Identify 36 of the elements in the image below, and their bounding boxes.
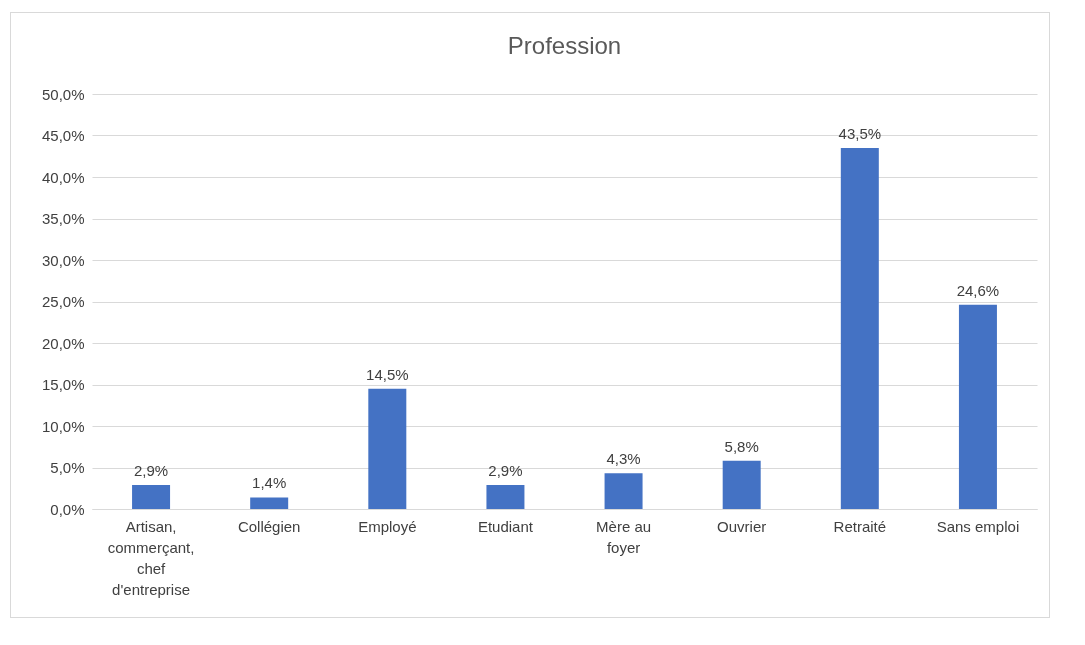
- bar: [722, 460, 761, 509]
- y-tick-label: 0,0%: [50, 500, 85, 518]
- bar: [132, 484, 171, 509]
- x-tick-label: Etudiant: [477, 517, 534, 535]
- y-tick-label: 35,0%: [41, 210, 85, 227]
- y-tick-label: 40,0%: [41, 168, 85, 186]
- data-label: 5,8%: [724, 437, 759, 455]
- data-label: 24,6%: [956, 281, 1000, 299]
- x-tick-label: Ouvrier: [717, 517, 767, 535]
- data-label: 14,5%: [366, 365, 409, 383]
- y-tick-label: 20,0%: [41, 334, 85, 352]
- bar: [250, 497, 289, 509]
- y-tick-label: 10,0%: [41, 417, 85, 435]
- x-tick-label: Sans emploi: [936, 517, 1020, 535]
- y-tick-label: 5,0%: [50, 459, 85, 476]
- bar: [604, 473, 643, 509]
- data-label: 4,3%: [606, 450, 641, 468]
- y-tick-label: 45,0%: [41, 127, 85, 144]
- data-label: 2,9%: [488, 461, 523, 479]
- x-tick-label: Mère au foyer: [596, 517, 652, 556]
- bar: [486, 484, 525, 509]
- y-tick-label: 15,0%: [41, 376, 85, 393]
- x-tick-label: Artisan, commerçant, chef d'entreprise: [107, 517, 195, 598]
- bar: [840, 147, 879, 509]
- y-tick-label: 25,0%: [41, 293, 85, 310]
- x-tick-label: Collégien: [237, 517, 301, 535]
- bar: [958, 304, 997, 509]
- y-tick-label: 50,0%: [41, 85, 85, 103]
- x-tick-label: Employé: [358, 517, 417, 535]
- chart-title: Profession: [507, 32, 622, 59]
- x-tick-label: Retraité: [833, 517, 887, 535]
- data-label: 2,9%: [133, 461, 169, 479]
- y-tick-label: 30,0%: [41, 251, 85, 269]
- data-label: 1,4%: [252, 474, 287, 492]
- data-label: 43,5%: [838, 124, 882, 142]
- bar: [368, 388, 407, 509]
